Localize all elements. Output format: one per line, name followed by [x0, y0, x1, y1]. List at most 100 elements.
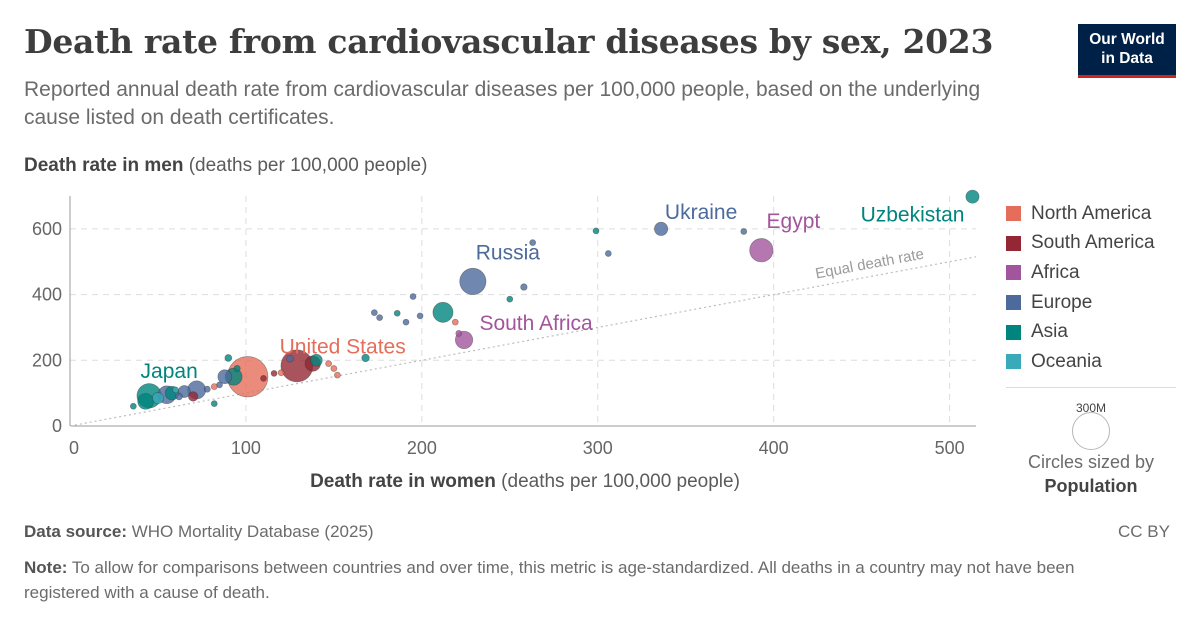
bubble	[506, 295, 514, 303]
x-tick-label: 400	[759, 438, 789, 458]
legend-label: South America	[1031, 232, 1155, 254]
bubble	[260, 375, 267, 382]
y-tick-label: 400	[32, 285, 62, 305]
size-legend-value: 300M	[1075, 401, 1107, 415]
color-legend: North America South America Africa Europe As…	[1006, 199, 1155, 377]
point-label-uzbekistan: Uzbekistan	[861, 204, 965, 227]
bubble	[233, 365, 241, 372]
bubble	[137, 393, 154, 410]
bubble	[129, 402, 137, 410]
logo-line-1: Our World	[1089, 31, 1165, 48]
y-axis-label: Death rate in men (deaths per 100,000 pe…	[24, 155, 427, 177]
bubble	[451, 318, 459, 326]
legend-label: Oceania	[1031, 350, 1102, 372]
bubble	[604, 250, 612, 257]
equal-rate-line	[69, 256, 977, 427]
bubble-russia	[459, 267, 487, 295]
bubble-uzbekistan	[965, 189, 980, 204]
x-tick-label: 200	[407, 438, 437, 458]
data-source: Data source: WHO Mortality Database (202…	[24, 522, 374, 542]
bubble	[334, 371, 341, 379]
point-label-ukraine: Ukraine	[665, 201, 737, 224]
x-tick-label: 300	[583, 438, 613, 458]
legend-swatch	[1006, 265, 1021, 281]
legend-item-oceania[interactable]: Oceania	[1006, 347, 1155, 377]
point-label-united-states: United States	[280, 336, 406, 359]
owid-logo[interactable]: Our World in Data	[1078, 24, 1176, 78]
bubble	[376, 314, 383, 321]
legend-swatch	[1006, 206, 1021, 222]
bubble	[409, 293, 417, 300]
y-axis-label-bold: Death rate in men	[24, 155, 184, 176]
source-text: WHO Mortality Database (2025)	[126, 522, 374, 541]
legend-swatch	[1006, 324, 1021, 340]
bubble	[277, 369, 285, 377]
license-link[interactable]: CC BY	[1118, 522, 1170, 541]
bubble	[172, 386, 179, 394]
legend-item-europe[interactable]: Europe	[1006, 288, 1155, 318]
legend-swatch	[1006, 295, 1021, 311]
bubble	[432, 301, 454, 323]
bubble	[217, 369, 233, 385]
x-tick-label: 500	[935, 438, 965, 458]
legend-swatch	[1006, 235, 1021, 251]
bubble	[224, 354, 233, 362]
bubble	[188, 391, 199, 402]
size-legend-circle	[1072, 412, 1110, 450]
scatter-plot: 0 200 400 600 0 100 200 300 400 500 Equal death ra…	[32, 189, 980, 458]
bubble-egypt	[749, 238, 774, 263]
bubble	[416, 312, 424, 320]
point-label-south-africa: South Africa	[479, 312, 593, 335]
bubble	[175, 392, 183, 401]
legend-label: Europe	[1031, 291, 1093, 313]
x-axis-label-unit: (deaths per 100,000 people)	[495, 471, 740, 492]
bubble	[361, 353, 370, 363]
bubble-ukraine	[654, 221, 669, 236]
x-axis-label-bold: Death rate in women	[310, 471, 496, 492]
bubble	[210, 383, 218, 390]
legend-divider	[1006, 387, 1176, 388]
note-text: To allow for comparisons between countri…	[24, 558, 1075, 602]
legend-item-south-america[interactable]: South America	[1006, 229, 1155, 259]
bubble	[330, 365, 338, 372]
size-legend-caption: Circles sized by Population	[1006, 450, 1176, 498]
x-tick-label: 0	[69, 438, 79, 458]
x-tick-label: 100	[231, 438, 261, 458]
size-caption-line-1: Circles sized by	[1027, 452, 1155, 472]
bubble	[203, 385, 211, 393]
equal-rate-label: Equal death rate	[814, 246, 925, 283]
legend-label: Africa	[1031, 261, 1080, 283]
bubble	[152, 392, 164, 405]
bubble	[740, 228, 748, 235]
point-label-egypt: Egypt	[767, 210, 821, 233]
source-label: Data source:	[24, 522, 127, 541]
chart-title: Death rate from cardiovascular diseases …	[24, 22, 994, 61]
bubble	[325, 360, 332, 367]
chart-subtitle: Reported annual death rate from cardiova…	[24, 78, 981, 129]
legend-label: Asia	[1031, 321, 1068, 343]
size-caption-line-2: Population	[1044, 476, 1138, 496]
point-label-japan: Japan	[141, 360, 198, 383]
logo-line-2: in Data	[1101, 50, 1153, 67]
x-axis-label: Death rate in women (deaths per 100,000 …	[0, 471, 1050, 493]
legend-label: North America	[1031, 202, 1152, 224]
note-label: Note:	[24, 558, 68, 577]
bubble	[309, 353, 323, 367]
legend-item-asia[interactable]: Asia	[1006, 317, 1155, 347]
bubble	[270, 370, 278, 377]
y-tick-label: 600	[32, 219, 62, 239]
bubble	[520, 283, 528, 291]
bubble	[592, 227, 600, 235]
bubble	[393, 309, 401, 317]
legend-item-africa[interactable]: Africa	[1006, 258, 1155, 288]
legend-item-north-america[interactable]: North America	[1006, 199, 1155, 229]
y-tick-label: 200	[32, 350, 62, 370]
bubble	[210, 400, 218, 408]
chart-note: Note: To allow for comparisons between c…	[24, 555, 1154, 605]
bubble	[402, 318, 410, 326]
bubble	[529, 239, 537, 247]
bubble	[370, 309, 378, 316]
bubble	[286, 354, 294, 363]
y-tick-label: 0	[52, 416, 62, 436]
y-axis-label-unit: (deaths per 100,000 people)	[183, 155, 428, 176]
